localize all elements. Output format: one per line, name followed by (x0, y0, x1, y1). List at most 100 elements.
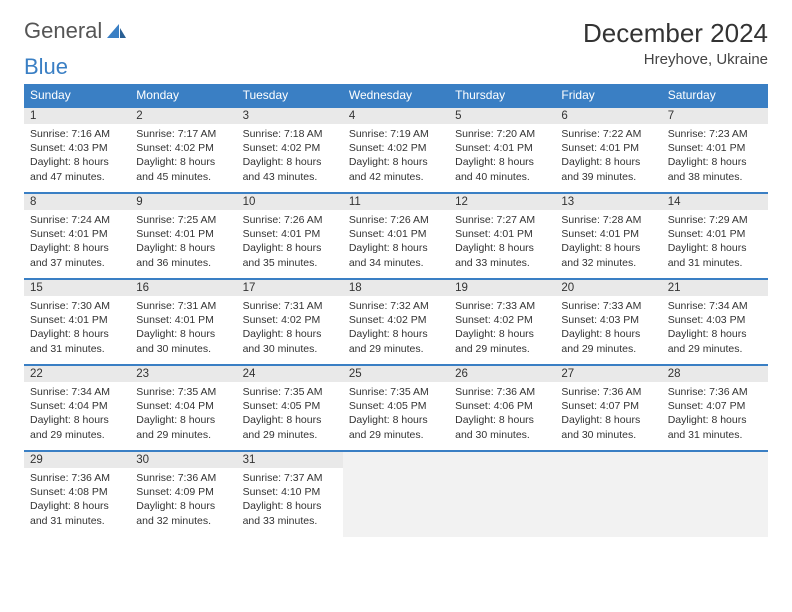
calendar-cell: 20Sunrise: 7:33 AMSunset: 4:03 PMDayligh… (555, 279, 661, 365)
daylight-text: Daylight: 8 hours and 42 minutes. (349, 155, 443, 183)
logo-text-2: Blue (24, 54, 68, 79)
sunrise-text: Sunrise: 7:28 AM (561, 213, 655, 227)
sunrise-text: Sunrise: 7:35 AM (136, 385, 230, 399)
day-data: Sunrise: 7:18 AMSunset: 4:02 PMDaylight:… (237, 124, 343, 188)
daylight-text: Daylight: 8 hours and 29 minutes. (561, 327, 655, 355)
calendar-cell: 18Sunrise: 7:32 AMSunset: 4:02 PMDayligh… (343, 279, 449, 365)
sunrise-text: Sunrise: 7:33 AM (455, 299, 549, 313)
sunset-text: Sunset: 4:01 PM (561, 227, 655, 241)
day-number: 17 (237, 280, 343, 296)
daylight-text: Daylight: 8 hours and 33 minutes. (243, 499, 337, 527)
day-data: Sunrise: 7:17 AMSunset: 4:02 PMDaylight:… (130, 124, 236, 188)
day-header: Thursday (449, 84, 555, 107)
calendar-cell: 26Sunrise: 7:36 AMSunset: 4:06 PMDayligh… (449, 365, 555, 451)
sunrise-text: Sunrise: 7:36 AM (561, 385, 655, 399)
daylight-text: Daylight: 8 hours and 47 minutes. (30, 155, 124, 183)
calendar-cell-empty (662, 451, 768, 537)
calendar-cell-empty (449, 451, 555, 537)
sunrise-text: Sunrise: 7:26 AM (243, 213, 337, 227)
calendar-cell: 6Sunrise: 7:22 AMSunset: 4:01 PMDaylight… (555, 107, 661, 193)
sunset-text: Sunset: 4:01 PM (668, 227, 762, 241)
day-number: 9 (130, 194, 236, 210)
day-data: Sunrise: 7:37 AMSunset: 4:10 PMDaylight:… (237, 468, 343, 532)
sunset-text: Sunset: 4:05 PM (243, 399, 337, 413)
day-number: 14 (662, 194, 768, 210)
day-number: 25 (343, 366, 449, 382)
sunrise-text: Sunrise: 7:25 AM (136, 213, 230, 227)
sunrise-text: Sunrise: 7:20 AM (455, 127, 549, 141)
sunrise-text: Sunrise: 7:17 AM (136, 127, 230, 141)
sunrise-text: Sunrise: 7:37 AM (243, 471, 337, 485)
calendar-cell: 25Sunrise: 7:35 AMSunset: 4:05 PMDayligh… (343, 365, 449, 451)
day-number: 19 (449, 280, 555, 296)
day-number: 11 (343, 194, 449, 210)
day-data: Sunrise: 7:23 AMSunset: 4:01 PMDaylight:… (662, 124, 768, 188)
day-data: Sunrise: 7:34 AMSunset: 4:04 PMDaylight:… (24, 382, 130, 446)
calendar-cell: 27Sunrise: 7:36 AMSunset: 4:07 PMDayligh… (555, 365, 661, 451)
day-data: Sunrise: 7:36 AMSunset: 4:09 PMDaylight:… (130, 468, 236, 532)
daylight-text: Daylight: 8 hours and 29 minutes. (30, 413, 124, 441)
day-number: 8 (24, 194, 130, 210)
day-data: Sunrise: 7:30 AMSunset: 4:01 PMDaylight:… (24, 296, 130, 360)
day-number: 24 (237, 366, 343, 382)
sunset-text: Sunset: 4:04 PM (30, 399, 124, 413)
calendar-cell: 21Sunrise: 7:34 AMSunset: 4:03 PMDayligh… (662, 279, 768, 365)
sunset-text: Sunset: 4:01 PM (349, 227, 443, 241)
sunrise-text: Sunrise: 7:36 AM (455, 385, 549, 399)
daylight-text: Daylight: 8 hours and 32 minutes. (136, 499, 230, 527)
daylight-text: Daylight: 8 hours and 38 minutes. (668, 155, 762, 183)
day-number: 28 (662, 366, 768, 382)
daylight-text: Daylight: 8 hours and 36 minutes. (136, 241, 230, 269)
sunrise-text: Sunrise: 7:35 AM (349, 385, 443, 399)
day-number: 27 (555, 366, 661, 382)
daylight-text: Daylight: 8 hours and 30 minutes. (455, 413, 549, 441)
daylight-text: Daylight: 8 hours and 43 minutes. (243, 155, 337, 183)
day-data: Sunrise: 7:31 AMSunset: 4:01 PMDaylight:… (130, 296, 236, 360)
day-number: 18 (343, 280, 449, 296)
calendar-cell: 11Sunrise: 7:26 AMSunset: 4:01 PMDayligh… (343, 193, 449, 279)
day-number: 20 (555, 280, 661, 296)
daylight-text: Daylight: 8 hours and 31 minutes. (668, 241, 762, 269)
daylight-text: Daylight: 8 hours and 29 minutes. (349, 327, 443, 355)
sunset-text: Sunset: 4:10 PM (243, 485, 337, 499)
sunset-text: Sunset: 4:02 PM (136, 141, 230, 155)
day-number: 26 (449, 366, 555, 382)
day-number: 4 (343, 108, 449, 124)
day-data: Sunrise: 7:24 AMSunset: 4:01 PMDaylight:… (24, 210, 130, 274)
day-data: Sunrise: 7:35 AMSunset: 4:04 PMDaylight:… (130, 382, 236, 446)
day-header: Sunday (24, 84, 130, 107)
day-header: Wednesday (343, 84, 449, 107)
daylight-text: Daylight: 8 hours and 45 minutes. (136, 155, 230, 183)
day-number: 7 (662, 108, 768, 124)
calendar-cell-empty (555, 451, 661, 537)
daylight-text: Daylight: 8 hours and 29 minutes. (668, 327, 762, 355)
sunset-text: Sunset: 4:09 PM (136, 485, 230, 499)
day-number: 29 (24, 452, 130, 468)
sunset-text: Sunset: 4:02 PM (243, 313, 337, 327)
day-data: Sunrise: 7:29 AMSunset: 4:01 PMDaylight:… (662, 210, 768, 274)
day-number: 3 (237, 108, 343, 124)
calendar-cell: 2Sunrise: 7:17 AMSunset: 4:02 PMDaylight… (130, 107, 236, 193)
day-data: Sunrise: 7:27 AMSunset: 4:01 PMDaylight:… (449, 210, 555, 274)
sunset-text: Sunset: 4:02 PM (455, 313, 549, 327)
sunrise-text: Sunrise: 7:35 AM (243, 385, 337, 399)
day-header: Friday (555, 84, 661, 107)
sunrise-text: Sunrise: 7:36 AM (30, 471, 124, 485)
day-data: Sunrise: 7:36 AMSunset: 4:08 PMDaylight:… (24, 468, 130, 532)
sunset-text: Sunset: 4:03 PM (561, 313, 655, 327)
daylight-text: Daylight: 8 hours and 39 minutes. (561, 155, 655, 183)
day-number: 6 (555, 108, 661, 124)
daylight-text: Daylight: 8 hours and 29 minutes. (136, 413, 230, 441)
sunrise-text: Sunrise: 7:34 AM (30, 385, 124, 399)
sunset-text: Sunset: 4:01 PM (561, 141, 655, 155)
daylight-text: Daylight: 8 hours and 35 minutes. (243, 241, 337, 269)
sunset-text: Sunset: 4:07 PM (561, 399, 655, 413)
daylight-text: Daylight: 8 hours and 29 minutes. (243, 413, 337, 441)
sunrise-text: Sunrise: 7:18 AM (243, 127, 337, 141)
day-data: Sunrise: 7:16 AMSunset: 4:03 PMDaylight:… (24, 124, 130, 188)
sunset-text: Sunset: 4:04 PM (136, 399, 230, 413)
calendar-cell-empty (343, 451, 449, 537)
day-number: 16 (130, 280, 236, 296)
daylight-text: Daylight: 8 hours and 32 minutes. (561, 241, 655, 269)
sunset-text: Sunset: 4:02 PM (349, 141, 443, 155)
